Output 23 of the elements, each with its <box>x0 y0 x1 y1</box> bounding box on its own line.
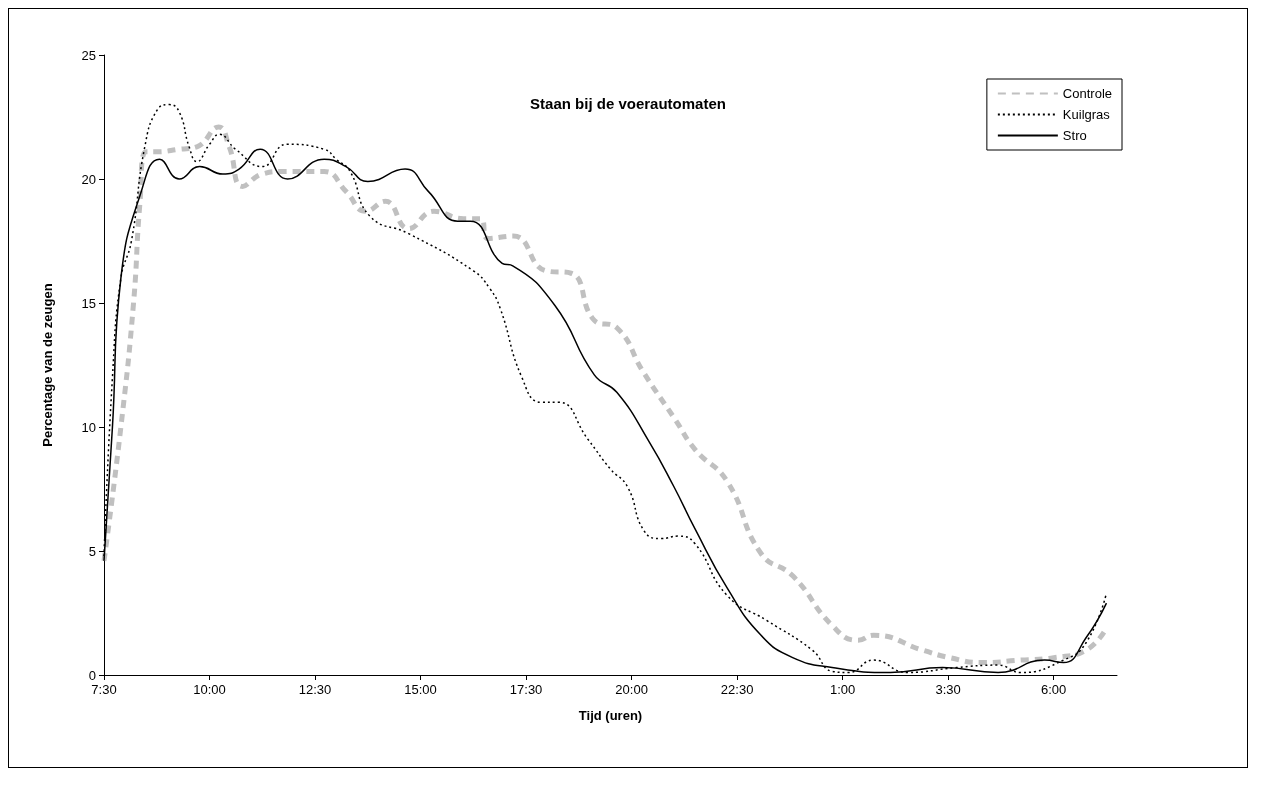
x-tick-label: 20:00 <box>615 682 648 697</box>
x-tick-label: 15:00 <box>404 682 437 697</box>
legend-label: Controle <box>1062 86 1112 101</box>
y-tick-label: 10 <box>81 419 96 435</box>
x-tick-label: 22:30 <box>720 682 754 697</box>
y-axis-title: Percentage van de zeugen <box>40 283 55 447</box>
figure-frame: Percentage van de zeugen Tijd (uren) 0 5 10 15 20 25 7:30 10:00 12:30 15:00 17:30 20:00 22:30 1:00 3:30 6:00 Controle Kuilgras Stro Staan bij de voerautomaten <box>8 8 1248 768</box>
x-tick-label: 7:30 <box>91 682 117 697</box>
x-tick-label: 6:00 <box>1041 682 1067 697</box>
y-tick-label: 15 <box>81 295 96 311</box>
y-tick-label: 20 <box>81 171 96 187</box>
x-tick-label: 3:30 <box>935 682 961 697</box>
legend-label: Stro <box>1062 128 1087 143</box>
x-tick-label: 17:30 <box>509 682 543 697</box>
x-tick-label: 1:00 <box>829 682 856 697</box>
text: Staan bij de voerautomaten <box>530 95 726 112</box>
y-tick-label: 0 <box>88 667 96 683</box>
y-tick-label: 5 <box>88 543 96 559</box>
x-tick-label: 10:00 <box>193 682 226 697</box>
y-tick-label: 25 <box>81 47 96 63</box>
x-tick-label: 12:30 <box>298 682 332 697</box>
x-axis-title: Tijd (uren) <box>578 708 643 723</box>
legend-label: Kuilgras <box>1062 107 1111 122</box>
